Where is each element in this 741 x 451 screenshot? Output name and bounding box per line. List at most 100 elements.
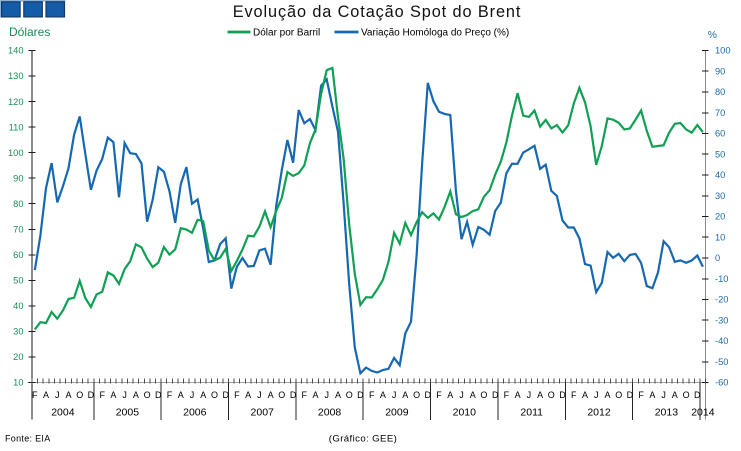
svg-text:D: D	[222, 390, 229, 400]
svg-text:A: A	[380, 390, 386, 400]
svg-text:O: O	[278, 390, 285, 400]
svg-text:F: F	[167, 390, 173, 400]
svg-text:O: O	[144, 390, 151, 400]
svg-text:D: D	[425, 390, 432, 400]
svg-text:100: 100	[8, 148, 24, 158]
svg-text:O: O	[211, 390, 218, 400]
svg-text:D: D	[290, 390, 297, 400]
svg-text:A: A	[537, 390, 543, 400]
svg-text:Dólares: Dólares	[9, 25, 50, 39]
svg-text:J: J	[594, 390, 599, 400]
svg-text:O: O	[548, 390, 555, 400]
svg-text:A: A	[133, 390, 139, 400]
svg-text:130: 130	[8, 71, 24, 81]
svg-text:A: A	[335, 390, 341, 400]
svg-text:J: J	[324, 390, 329, 400]
svg-text:100: 100	[715, 46, 731, 56]
svg-text:2005: 2005	[116, 407, 140, 419]
svg-text:80: 80	[13, 199, 23, 209]
svg-text:F: F	[504, 390, 510, 400]
svg-text:110: 110	[9, 122, 24, 132]
svg-text:A: A	[649, 390, 655, 400]
svg-text:O: O	[480, 390, 487, 400]
svg-text:O: O	[413, 390, 420, 400]
svg-text:D: D	[357, 390, 364, 400]
svg-text:F: F	[234, 390, 240, 400]
svg-text:A: A	[312, 390, 318, 400]
svg-text:(Gráfico: GEE): (Gráfico: GEE)	[329, 433, 398, 444]
svg-text:Evolução da Cotação Spot do Br: Evolução da Cotação Spot do Brent	[233, 3, 522, 21]
svg-text:2007: 2007	[251, 407, 275, 419]
svg-text:40: 40	[715, 170, 725, 180]
svg-text:A: A	[43, 390, 49, 400]
svg-text:J: J	[190, 390, 195, 400]
svg-text:Fonte: EIA: Fonte: EIA	[5, 433, 51, 443]
svg-text:A: A	[604, 390, 610, 400]
svg-text:A: A	[447, 390, 453, 400]
svg-text:80: 80	[715, 87, 725, 97]
svg-text:2012: 2012	[587, 407, 611, 419]
svg-text:2013: 2013	[655, 407, 679, 419]
svg-text:90: 90	[13, 173, 23, 183]
svg-text:70: 70	[13, 225, 23, 235]
svg-text:-10: -10	[715, 274, 728, 284]
svg-text:D: D	[492, 390, 499, 400]
svg-text:30: 30	[13, 327, 23, 337]
svg-text:A: A	[245, 390, 251, 400]
svg-text:F: F	[638, 390, 644, 400]
svg-text:F: F	[436, 390, 442, 400]
svg-text:60: 60	[715, 129, 725, 139]
svg-text:D: D	[155, 390, 162, 400]
svg-text:30: 30	[715, 191, 725, 201]
svg-text:F: F	[369, 390, 375, 400]
svg-text:-30: -30	[715, 315, 728, 325]
svg-text:A: A	[470, 390, 476, 400]
svg-text:O: O	[683, 390, 690, 400]
svg-text:F: F	[571, 390, 577, 400]
svg-text:D: D	[627, 390, 634, 400]
svg-text:O: O	[615, 390, 622, 400]
svg-text:J: J	[392, 390, 397, 400]
svg-text:2009: 2009	[385, 407, 409, 419]
svg-text:F: F	[302, 390, 308, 400]
svg-text:2011: 2011	[520, 407, 543, 419]
svg-text:A: A	[178, 390, 184, 400]
svg-text:A: A	[200, 390, 206, 400]
svg-text:2008: 2008	[318, 407, 342, 419]
svg-text:A: A	[582, 390, 588, 400]
svg-text:50: 50	[715, 149, 725, 159]
svg-text:2010: 2010	[453, 407, 477, 419]
svg-text:60: 60	[13, 250, 23, 260]
svg-text:10: 10	[715, 232, 725, 242]
svg-text:O: O	[76, 390, 83, 400]
svg-text:2004: 2004	[51, 407, 75, 419]
svg-text:Variação Homóloga do Preço (%): Variação Homóloga do Preço (%)	[361, 28, 509, 39]
svg-text:D: D	[88, 390, 95, 400]
svg-text:140: 140	[8, 46, 24, 56]
svg-text:10: 10	[13, 378, 23, 388]
svg-text:120: 120	[8, 97, 24, 107]
svg-text:J: J	[55, 390, 60, 400]
svg-text:-20: -20	[715, 295, 728, 305]
svg-text:A: A	[672, 390, 678, 400]
svg-text:D: D	[559, 390, 566, 400]
svg-text:2014: 2014	[691, 407, 715, 419]
svg-text:50: 50	[13, 276, 23, 286]
svg-text:0: 0	[715, 253, 720, 263]
svg-text:A: A	[65, 390, 71, 400]
svg-text:F: F	[99, 390, 105, 400]
svg-text:2006: 2006	[183, 407, 207, 419]
svg-text:90: 90	[715, 66, 725, 76]
svg-text:-60: -60	[715, 378, 728, 388]
svg-text:F: F	[32, 390, 38, 400]
svg-text:J: J	[527, 390, 532, 400]
svg-text:-40: -40	[715, 336, 728, 346]
svg-text:-50: -50	[715, 357, 728, 367]
svg-text:Dólar por Barril: Dólar por Barril	[253, 28, 320, 39]
svg-text:O: O	[346, 390, 353, 400]
svg-text:A: A	[268, 390, 274, 400]
svg-text:70: 70	[715, 108, 725, 118]
svg-text:J: J	[459, 390, 464, 400]
svg-text:20: 20	[13, 352, 23, 362]
svg-text:J: J	[257, 390, 262, 400]
